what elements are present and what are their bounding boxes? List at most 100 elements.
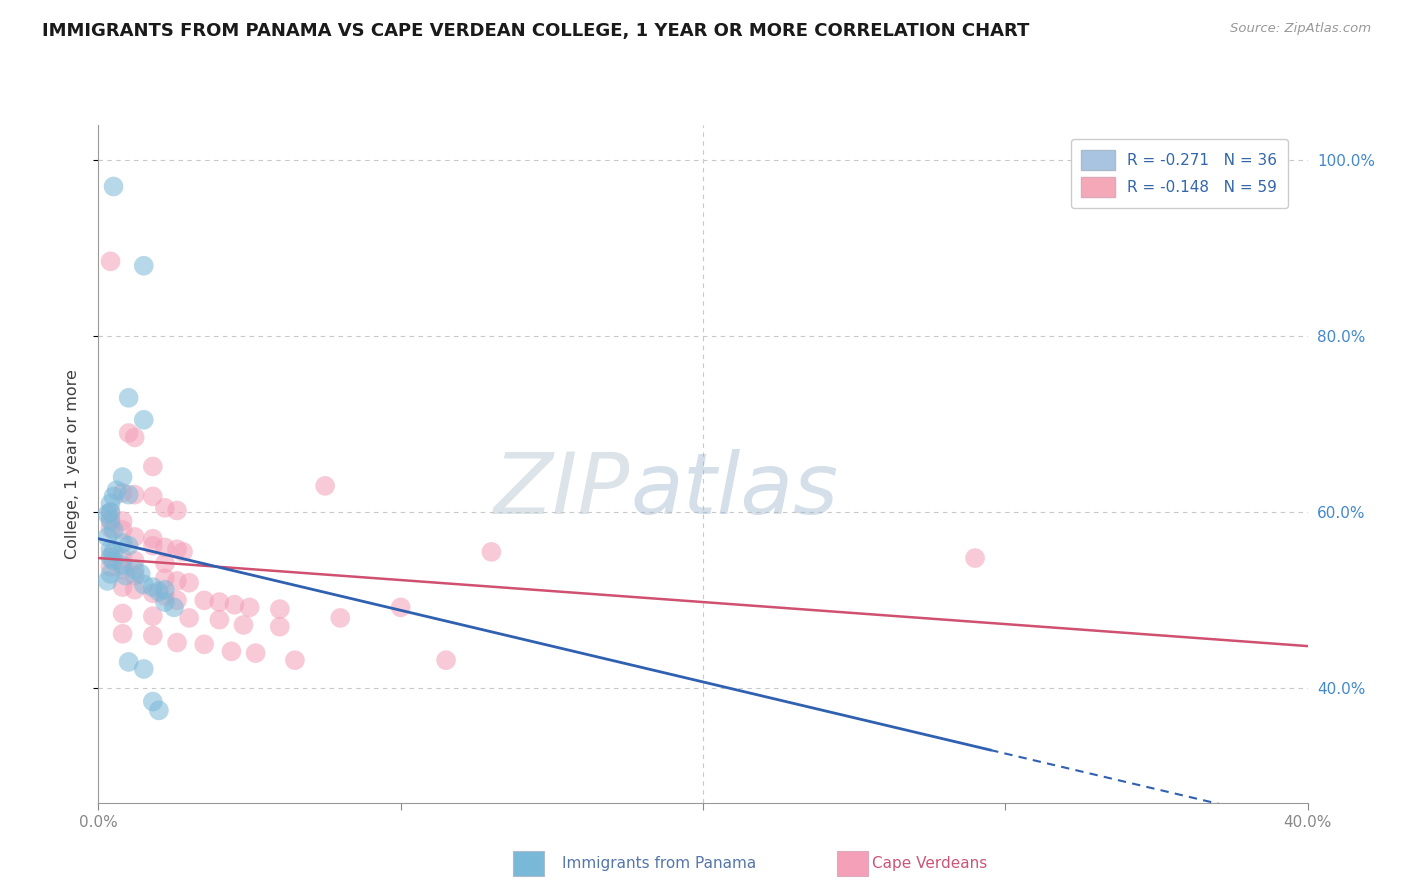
Point [129, 566, 152, 581]
Point [103, 490, 125, 504]
Point [124, 582, 146, 597]
Point [96, 574, 118, 588]
Point [314, 479, 336, 493]
Point [103, 554, 125, 568]
Point [269, 620, 291, 634]
Point [118, 539, 141, 553]
Point [142, 490, 165, 504]
Point [103, 523, 125, 537]
Point [142, 532, 165, 546]
Point [166, 503, 188, 517]
Point [148, 584, 170, 599]
Text: IMMIGRANTS FROM PANAMA VS CAPE VERDEAN COLLEGE, 1 YEAR OR MORE CORRELATION CHART: IMMIGRANTS FROM PANAMA VS CAPE VERDEAN C… [42, 22, 1029, 40]
Text: Cape Verdeans: Cape Verdeans [872, 856, 987, 871]
Point [221, 644, 243, 658]
Point [434, 653, 457, 667]
Point [179, 611, 201, 625]
Point [100, 505, 122, 519]
Point [245, 646, 267, 660]
Point [100, 549, 122, 564]
Point [232, 618, 254, 632]
Point [124, 554, 146, 568]
Point [179, 575, 201, 590]
Point [100, 521, 122, 535]
Point [132, 577, 155, 591]
Point [166, 635, 188, 649]
Point [153, 589, 176, 603]
Point [111, 523, 134, 537]
Point [100, 514, 122, 528]
Point [100, 254, 122, 268]
Point [100, 551, 122, 566]
Point [142, 580, 165, 594]
Point [96, 507, 118, 521]
Point [153, 500, 176, 515]
Text: atlas: atlas [630, 450, 838, 533]
Point [239, 600, 262, 615]
Point [153, 571, 176, 585]
Point [111, 536, 134, 550]
Point [118, 391, 141, 405]
Point [166, 574, 188, 588]
Point [142, 586, 165, 600]
Point [163, 600, 186, 615]
Point [111, 607, 134, 621]
Point [193, 637, 215, 651]
Point [389, 600, 412, 615]
Point [124, 562, 146, 576]
Point [269, 602, 291, 616]
Text: Immigrants from Panama: Immigrants from Panama [562, 856, 756, 871]
Point [111, 558, 134, 573]
Point [132, 662, 155, 676]
Point [142, 628, 165, 642]
Point [111, 626, 134, 640]
Point [100, 505, 122, 519]
Point [124, 430, 146, 444]
Point [142, 609, 165, 624]
Point [153, 557, 176, 571]
Point [103, 545, 125, 559]
Point [142, 539, 165, 553]
Point [208, 595, 231, 609]
Point [124, 530, 146, 544]
Point [111, 580, 134, 594]
Point [114, 568, 136, 582]
Point [100, 566, 122, 581]
Y-axis label: College, 1 year or more: College, 1 year or more [65, 369, 80, 558]
Point [965, 551, 987, 566]
Point [100, 559, 122, 574]
Point [100, 496, 122, 510]
Point [148, 703, 170, 717]
Point [329, 611, 352, 625]
Point [111, 551, 134, 566]
Point [124, 568, 146, 582]
Point [132, 259, 155, 273]
Point [118, 655, 141, 669]
Point [100, 542, 122, 557]
Text: Source: ZipAtlas.com: Source: ZipAtlas.com [1230, 22, 1371, 36]
Point [166, 542, 188, 557]
Point [100, 512, 122, 526]
Point [103, 179, 125, 194]
Point [153, 541, 176, 555]
Point [172, 545, 194, 559]
Point [481, 545, 503, 559]
Point [132, 413, 155, 427]
Point [105, 483, 128, 498]
Point [111, 486, 134, 500]
Point [118, 425, 141, 440]
Point [111, 470, 134, 484]
Point [208, 613, 231, 627]
Point [118, 488, 141, 502]
Text: ZIP: ZIP [494, 450, 630, 533]
Point [111, 514, 134, 528]
Point [166, 593, 188, 607]
Point [142, 694, 165, 708]
Point [153, 595, 176, 609]
Legend: R = -0.271   N = 36, R = -0.148   N = 59: R = -0.271 N = 36, R = -0.148 N = 59 [1070, 139, 1288, 208]
Point [284, 653, 307, 667]
Point [96, 530, 118, 544]
Point [153, 582, 176, 597]
Point [124, 488, 146, 502]
Point [142, 459, 165, 474]
